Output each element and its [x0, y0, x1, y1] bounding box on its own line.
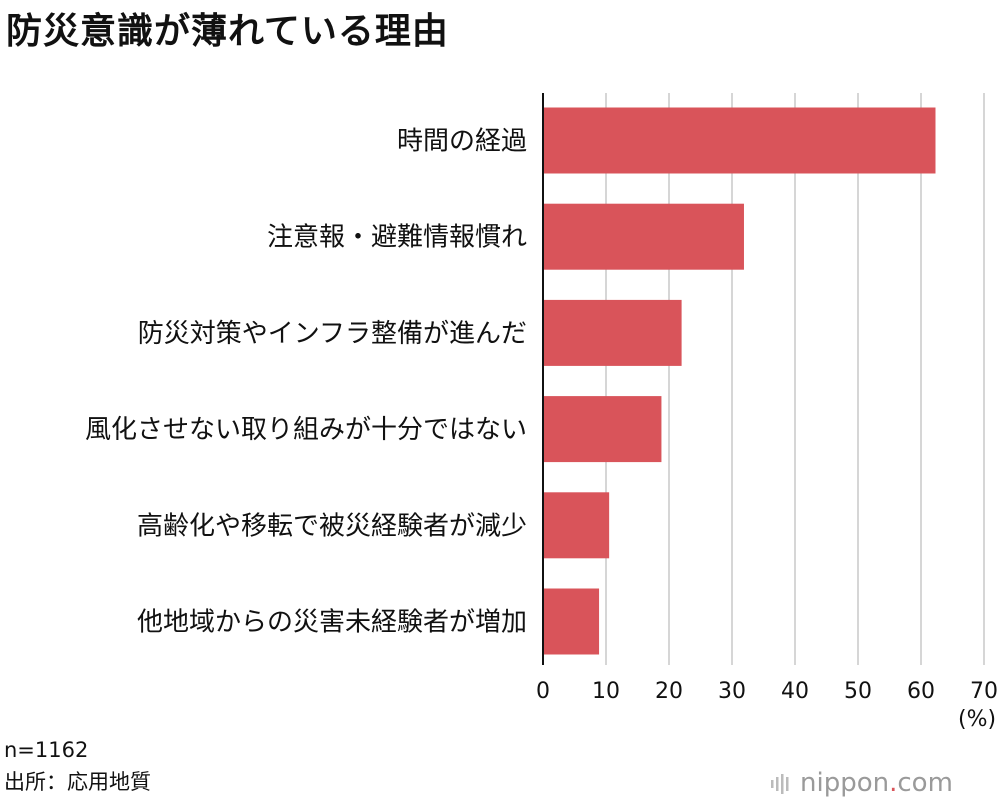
category-label: 時間の経過	[397, 127, 527, 157]
x-tick-label: 50	[844, 679, 872, 704]
bar	[543, 299, 682, 366]
brand-suffix: com	[897, 768, 953, 798]
category-label: 高齢化や移転で被災経験者が減少	[137, 511, 527, 541]
category-labels: 時間の経過注意報・避難情報慣れ防災対策やインフラ整備が進んだ風化させない取り組み…	[85, 127, 527, 638]
source-note: 出所：応用地質	[4, 770, 151, 794]
bar	[543, 492, 610, 559]
category-label: 防災対策やインフラ整備が進んだ	[138, 319, 527, 349]
x-tick-label: 0	[536, 679, 550, 704]
sample-size-note: n=1162	[4, 738, 89, 762]
brand-dot: .	[889, 768, 898, 798]
brand-bars-icon	[771, 774, 789, 794]
x-tick-label: 70	[970, 679, 998, 704]
x-axis-unit: (%)	[958, 707, 997, 732]
category-label: 注意報・避難情報慣れ	[267, 223, 527, 253]
x-tick-label: 30	[718, 679, 746, 704]
bars	[543, 107, 936, 655]
x-tick-label: 20	[655, 679, 683, 704]
x-tick-label: 60	[907, 679, 935, 704]
brand-logo: nippon. com	[770, 768, 953, 798]
bar	[543, 588, 600, 655]
bar	[543, 203, 744, 270]
chart-title: 防災意識が薄れている理由	[6, 11, 449, 52]
category-label: 他地域からの災害未経験者が増加	[137, 608, 527, 638]
grid-lines	[605, 93, 985, 665]
x-tick-label: 10	[592, 679, 620, 704]
bar	[543, 396, 662, 463]
category-label: 風化させない取り組みが十分ではない	[85, 415, 527, 445]
bar	[543, 107, 936, 174]
x-tick-label: 40	[781, 679, 809, 704]
brand-name: nippon	[800, 768, 890, 798]
x-tick-labels: 0 10 20 30 40 50 60 70	[536, 679, 998, 704]
